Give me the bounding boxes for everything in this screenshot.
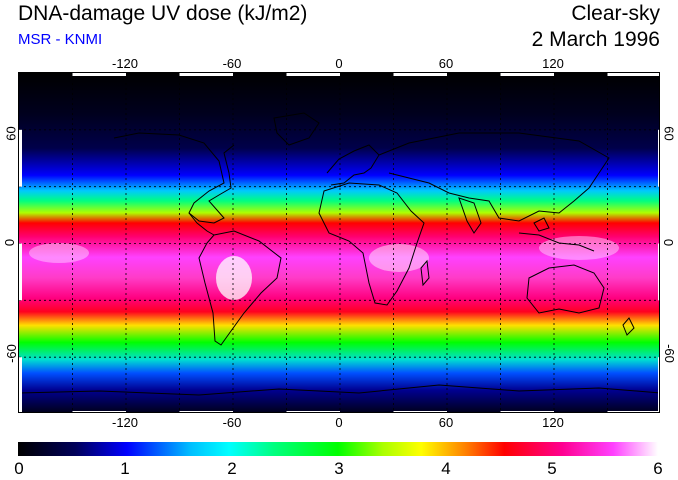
lat-label-left: 0 — [2, 238, 18, 247]
colorbar-tick: 0 — [14, 459, 24, 478]
coastlines — [19, 112, 659, 396]
lon-label-top: 60 — [438, 56, 454, 71]
map-canvas — [19, 73, 659, 412]
lon-label-bottom: -60 — [222, 415, 242, 430]
colorbar-tick: 4 — [441, 459, 451, 478]
colorbar-tick: 2 — [227, 459, 237, 478]
lat-label-right: -60 — [661, 344, 677, 363]
lon-label-bottom: -120 — [111, 415, 139, 430]
lon-label-bottom: 0 — [335, 415, 343, 430]
high-dose-east-pacific — [29, 243, 89, 263]
colorbar-tick: 5 — [547, 459, 557, 478]
lat-label-left: 60 — [3, 126, 19, 141]
high-dose-south-america — [216, 256, 252, 300]
lon-label-bottom: 120 — [542, 415, 564, 430]
map-title: DNA-damage UV dose (kJ/m2) — [18, 2, 308, 25]
colorbar-tick: 6 — [653, 459, 663, 478]
lat-label-right: 60 — [661, 126, 677, 141]
graticule — [19, 73, 659, 412]
date-label: 2 March 1996 — [531, 28, 660, 51]
source-label: MSR - KNMI — [18, 31, 103, 48]
lon-label-top: -120 — [111, 56, 139, 71]
condition-label: Clear-sky — [571, 2, 660, 25]
colorbar-tick: 3 — [334, 459, 344, 478]
lon-label-bottom: 60 — [438, 415, 454, 430]
color-scale-bar — [18, 442, 658, 456]
uv-dose-map — [18, 72, 660, 413]
lon-label-top: 0 — [335, 56, 343, 71]
lat-label-left: -60 — [3, 344, 19, 363]
colorbar-tick: 1 — [120, 459, 130, 478]
lon-label-top: -60 — [222, 56, 242, 71]
lon-label-top: 120 — [542, 56, 564, 71]
lat-label-right: 0 — [661, 238, 677, 247]
high-dose-pacific — [539, 236, 619, 260]
frame-ticks — [19, 73, 659, 412]
high-dose-africa — [369, 244, 429, 272]
